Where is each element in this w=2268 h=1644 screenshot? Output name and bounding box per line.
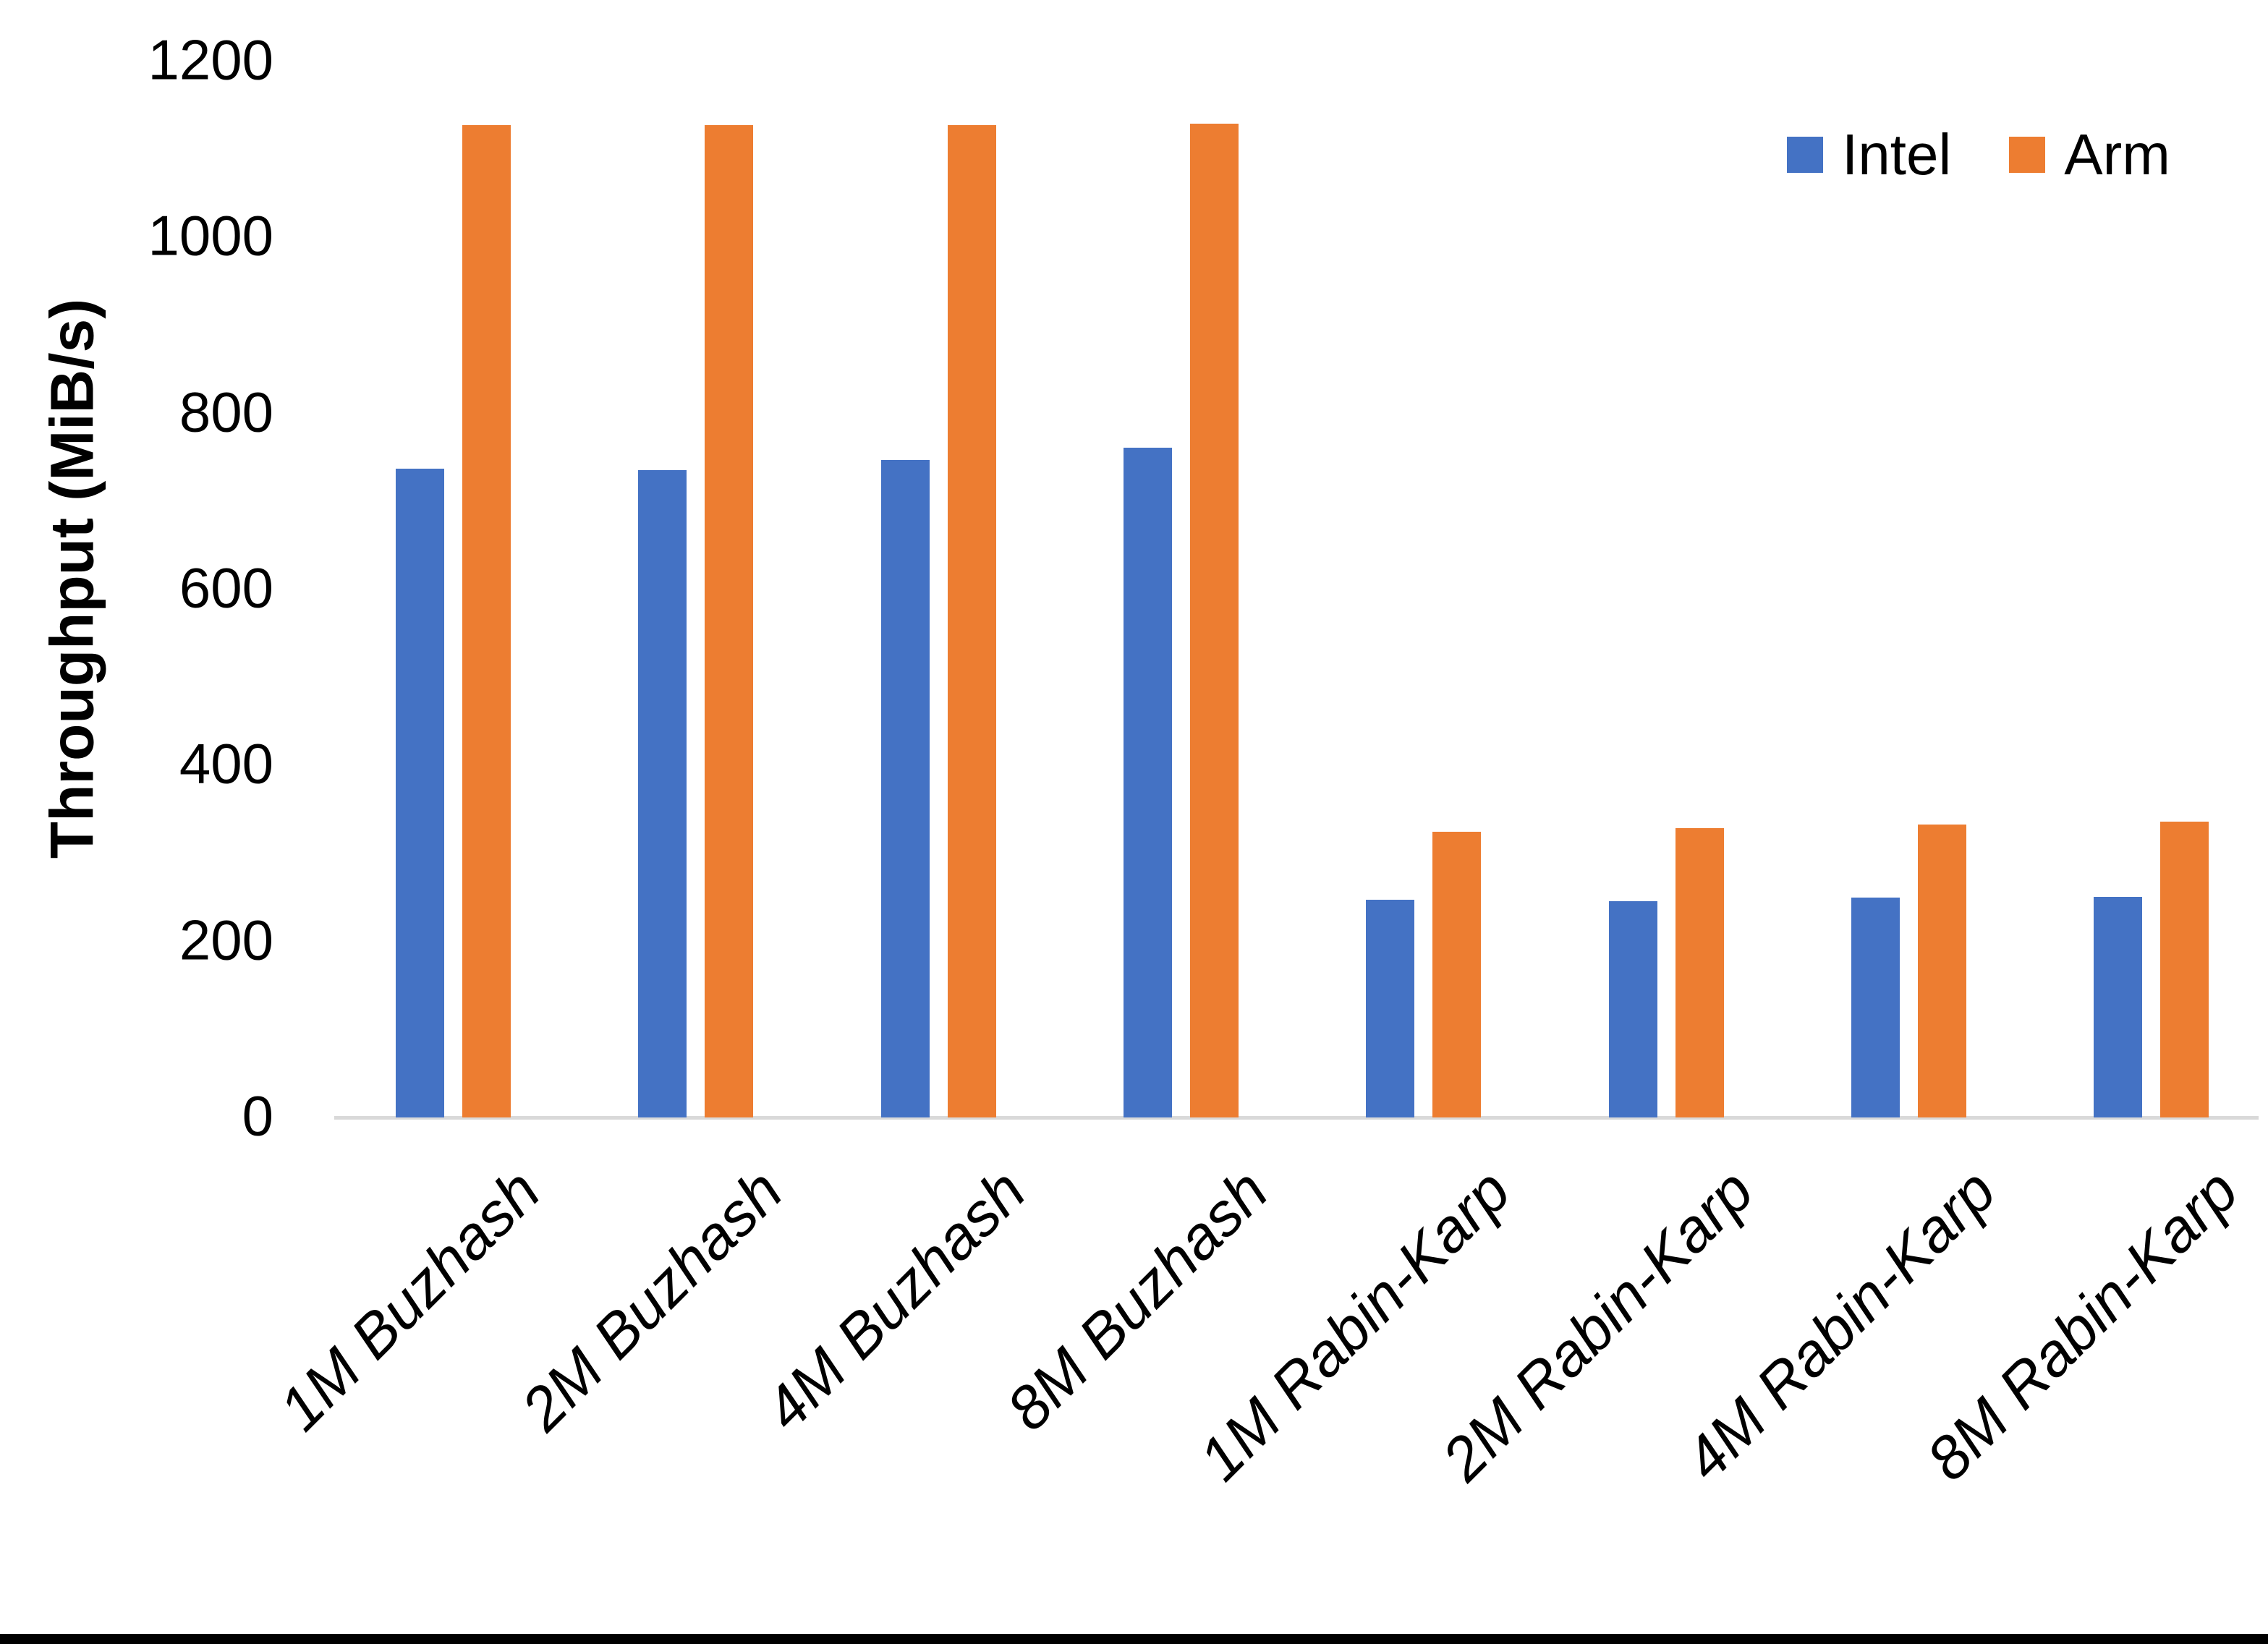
bar-intel-4m-rabin-karp [1851, 897, 1900, 1117]
bar-arm-4m-buzhash [947, 124, 996, 1117]
bar-arm-8m-buzhash [1189, 124, 1239, 1117]
y-tick-label-800: 800 [179, 380, 273, 444]
bar-intel-1m-rabin-karp [1366, 900, 1415, 1117]
legend-item-arm: Arm [2009, 122, 2170, 188]
x-axis-label-4m-buzhash: 4M Buzhash [751, 1156, 1038, 1444]
bar-intel-8m-rabin-karp [2094, 896, 2143, 1117]
bottom-border [0, 1634, 2268, 1644]
y-tick-label-1000: 1000 [148, 204, 273, 268]
y-axis-title: Throughput (MiB/s) [38, 298, 106, 859]
legend-item-intel: Intel [1787, 122, 1951, 188]
legend-label-arm: Arm [2064, 122, 2170, 187]
bar-arm-8m-rabin-karp [2160, 822, 2209, 1117]
intel-series-swatch-icon [1787, 137, 1823, 173]
bar-intel-4m-buzhash [880, 460, 930, 1117]
x-axis-label-1m-buzhash: 1M Buzhash [266, 1156, 553, 1444]
y-tick-label-0: 0 [242, 1083, 273, 1148]
bar-intel-1m-buzhash [396, 469, 444, 1117]
y-tick-label-400: 400 [179, 732, 273, 796]
bar-arm-2m-rabin-karp [1675, 827, 1724, 1117]
bar-arm-4m-rabin-karp [1917, 824, 1966, 1117]
legend: Intel Arm [1787, 122, 2170, 188]
bar-arm-2m-buzhash [705, 124, 754, 1117]
y-tick-label-200: 200 [179, 908, 273, 972]
x-axis-label-2m-buzhash: 2M Buzhash [508, 1156, 796, 1444]
bar-arm-1m-buzhash [462, 124, 511, 1117]
bar-intel-2m-buzhash [638, 469, 687, 1117]
bar-intel-8m-buzhash [1123, 448, 1172, 1117]
y-tick-label-1200: 1200 [148, 27, 273, 92]
bar-intel-2m-rabin-karp [1608, 900, 1657, 1117]
arm-series-swatch-icon [2009, 137, 2046, 173]
bar-arm-1m-rabin-karp [1432, 831, 1482, 1117]
y-tick-label-600: 600 [179, 555, 273, 620]
legend-label-intel: Intel [1842, 122, 1952, 187]
x-axis-line [334, 1116, 2259, 1120]
